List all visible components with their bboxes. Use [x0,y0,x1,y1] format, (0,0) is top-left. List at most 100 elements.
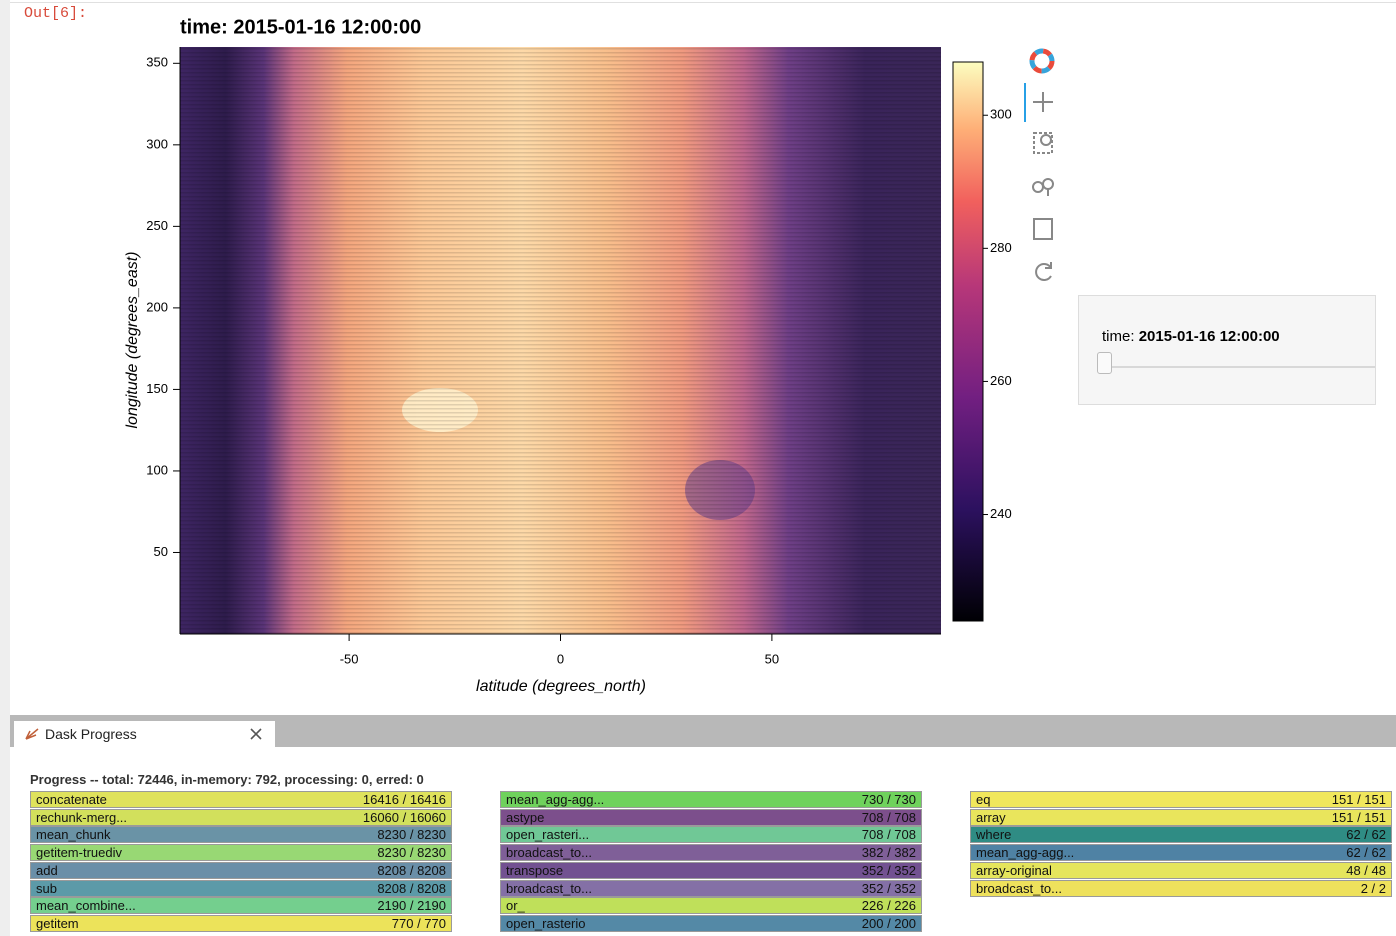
pan-tool[interactable] [1033,92,1053,112]
notebook-page: Out[6]: time: 2015-01-16 12:00:00 latitu… [0,0,1396,936]
task-count: 62 / 62 [1346,845,1386,860]
slider-title: time: 2015-01-16 12:00:00 [1102,328,1280,345]
task-count: 8230 / 8230 [377,827,446,842]
task-count: 226 / 226 [862,898,916,913]
tab-icon [24,727,40,741]
y-tick-label: 350 [146,55,168,70]
y-tick-label: 300 [146,136,168,151]
box-zoom-tool[interactable] [1034,133,1052,153]
task-count: 16416 / 16416 [363,792,446,807]
task-name: broadcast_to... [506,845,592,860]
x-tick-label: 50 [765,651,779,666]
task-name: mean_chunk [36,827,110,842]
task-count: 16060 / 16060 [363,810,446,825]
task-name: eq [976,792,990,807]
task-name: transpose [506,863,563,878]
colorbar-tick-label: 300 [990,107,1012,122]
y-tick-label: 200 [146,299,168,314]
plot-title: time: 2015-01-16 12:00:00 [180,16,421,38]
task-progress-bar: sub 8208 / 8208 [30,880,452,897]
task-name: broadcast_to... [506,881,592,896]
task-name: mean_agg-agg... [976,845,1074,860]
task-name: mean_agg-agg... [506,792,604,807]
task-count: 352 / 352 [862,863,916,878]
x-tick-label: 0 [557,651,564,666]
task-progress-bar: transpose 352 / 352 [500,862,922,879]
task-progress-bar: or_ 226 / 226 [500,897,922,914]
task-progress-bar: open_rasteri... 708 / 708 [500,826,922,843]
task-name: concatenate [36,792,107,807]
task-count: 770 / 770 [392,916,446,931]
task-progress-bar: broadcast_to... 2 / 2 [970,880,1392,897]
task-count: 382 / 382 [862,845,916,860]
slider-value: 2015-01-16 12:00:00 [1139,328,1280,345]
y-tick-label: 50 [154,544,168,559]
task-count: 730 / 730 [862,792,916,807]
slider-panel: time: 2015-01-16 12:00:00 [1078,295,1376,405]
task-name: add [36,863,58,878]
task-count: 352 / 352 [862,881,916,896]
task-progress-bar: array-original 48 / 48 [970,862,1392,879]
task-name: mean_combine... [36,898,136,913]
task-progress-bar: array 151 / 151 [970,809,1392,826]
colorbar-tick-label: 280 [990,240,1012,255]
task-name: open_rasteri... [506,827,589,842]
task-progress-bar: rechunk-merg... 16060 / 16060 [30,809,452,826]
x-axis-label: latitude (degrees_north) [476,678,646,695]
colorbar-tick-label: 240 [990,506,1012,521]
task-count: 2190 / 2190 [377,898,446,913]
task-progress-bar: broadcast_to... 382 / 382 [500,844,922,861]
slider-label: time: [1102,328,1135,345]
task-count: 8230 / 8230 [377,845,446,860]
task-count: 48 / 48 [1346,863,1386,878]
task-name: where [976,827,1011,842]
task-progress-bar: mean_agg-agg... 62 / 62 [970,844,1392,861]
task-count: 2 / 2 [1361,881,1386,896]
y-tick-label: 250 [146,218,168,233]
y-tick-label: 150 [146,381,168,396]
task-name: array-original [976,863,1052,878]
task-count: 708 / 708 [862,810,916,825]
y-axis-label: longitude (degrees_east) [124,251,141,428]
task-name: getitem-truediv [36,845,122,860]
colorbar-tick-label: 260 [990,373,1012,388]
bokeh-logo[interactable] [1032,51,1052,71]
task-name: broadcast_to... [976,881,1062,896]
task-name: sub [36,881,57,896]
slider-handle[interactable] [1097,352,1112,374]
task-count: 200 / 200 [862,916,916,931]
task-name: array [976,810,1006,825]
colorbar [953,62,983,621]
save-tool[interactable] [1034,219,1052,239]
heatmap-stripes [180,47,941,634]
task-name: astype [506,810,544,825]
task-name: or_ [506,898,525,913]
slider-track[interactable] [1103,366,1375,368]
task-progress-bar: concatenate 16416 / 16416 [30,791,452,808]
tab-close[interactable] [250,728,262,740]
wheel-zoom-tool[interactable] [1033,179,1053,196]
task-progress-bar: open_rasterio 200 / 200 [500,915,922,932]
task-name: rechunk-merg... [36,810,127,825]
reset-tool[interactable] [1036,262,1051,280]
task-progress-bar: mean_combine... 2190 / 2190 [30,897,452,914]
task-progress-bar: broadcast_to... 352 / 352 [500,880,922,897]
x-tick-label: -50 [340,651,359,666]
task-count: 62 / 62 [1346,827,1386,842]
task-name: open_rasterio [506,916,586,931]
task-name: getitem [36,916,79,931]
task-count: 708 / 708 [862,827,916,842]
task-count: 8208 / 8208 [377,881,446,896]
y-tick-label: 100 [146,462,168,477]
tab-title: Dask Progress [45,726,137,742]
task-progress-bar: mean_agg-agg... 730 / 730 [500,791,922,808]
progress-summary: Progress -- total: 72446, in-memory: 792… [30,772,424,787]
task-progress-bar: where 62 / 62 [970,826,1392,843]
task-progress-bar: getitem 770 / 770 [30,915,452,932]
dask-tab[interactable]: Dask Progress [14,721,275,747]
task-count: 151 / 151 [1332,810,1386,825]
task-progress-bar: getitem-truediv 8230 / 8230 [30,844,452,861]
task-progress-bar: astype 708 / 708 [500,809,922,826]
